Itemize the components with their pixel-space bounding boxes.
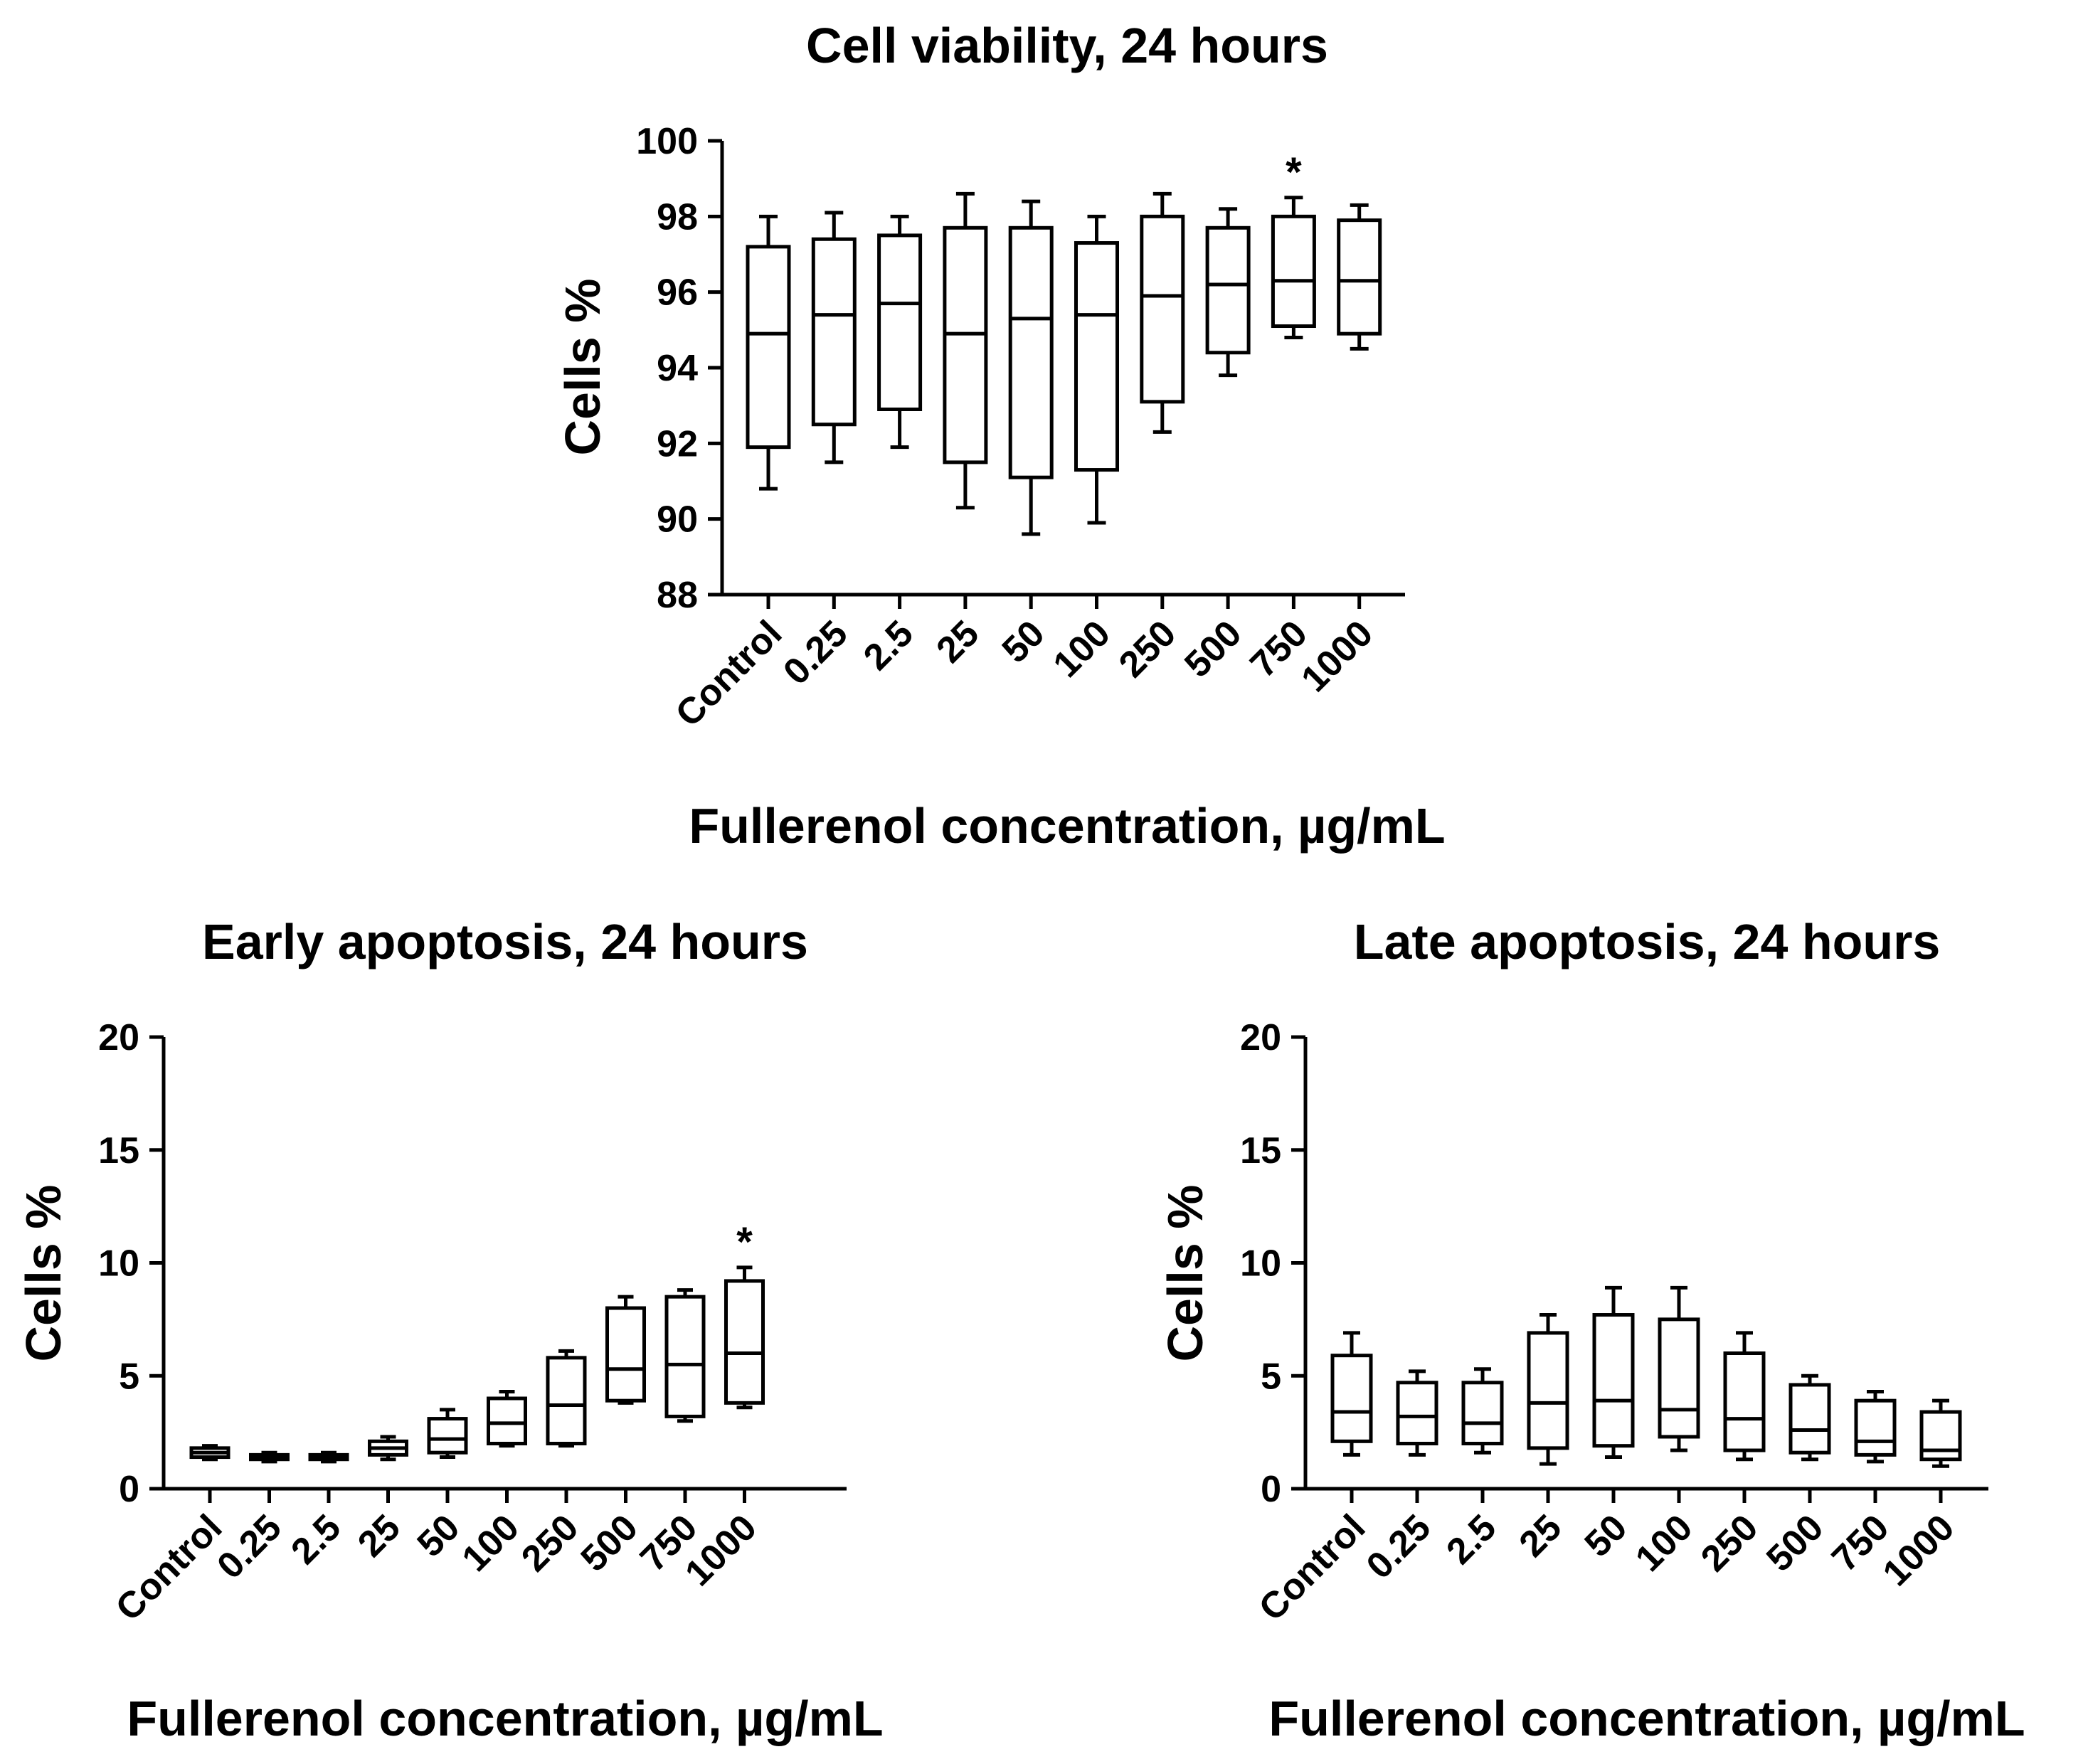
x-tick-label: 250 <box>514 1507 586 1579</box>
y-tick-label: 98 <box>657 196 698 238</box>
significance-marker: * <box>1286 149 1302 196</box>
box-iqr <box>1723 1351 1766 1452</box>
y-tick-label: 10 <box>98 1243 139 1285</box>
box-iqr <box>487 1396 527 1445</box>
panel-cell-viability: Cell viability, 24 hours Cells % Fullere… <box>555 18 1446 854</box>
x-tick-label: 100 <box>1628 1507 1700 1579</box>
y-axis-label: Cells % <box>1157 1185 1213 1362</box>
y-tick-label: 100 <box>636 121 698 162</box>
significance-marker: * <box>736 1219 753 1265</box>
box-iqr <box>746 245 791 450</box>
box-iqr <box>1592 1313 1635 1448</box>
box-iqr <box>546 1356 587 1445</box>
chart-title: Late apoptosis, 24 hours <box>1354 914 1941 969</box>
x-tick-label: 2.5 <box>283 1507 349 1572</box>
box-iqr <box>877 233 923 411</box>
y-tick-label: 94 <box>657 348 698 389</box>
box-iqr <box>664 1295 706 1418</box>
y-tick-label: 5 <box>1261 1356 1281 1397</box>
y-tick-label: 88 <box>657 575 698 616</box>
y-tick-label: 96 <box>657 272 698 314</box>
x-tick-label: 2.5 <box>856 612 921 678</box>
y-axis-label: Cells % <box>555 279 610 456</box>
y-axis-label: Cells % <box>16 1185 71 1362</box>
y-tick-label: 20 <box>98 1017 139 1058</box>
x-tick-label: 50 <box>1577 1507 1636 1565</box>
x-tick-label: Control <box>668 612 790 735</box>
box-iqr <box>1461 1381 1504 1446</box>
box-iqr <box>1854 1398 1897 1457</box>
x-axis-label: Fullerenol concentration, µg/mL <box>127 1691 883 1746</box>
panel-early-apoptosis: Early apoptosis, 24 hours Cells % Fuller… <box>16 914 884 1746</box>
panel-late-apoptosis: Late apoptosis, 24 hours Cells % Fullere… <box>1157 914 2025 1746</box>
y-tick-label: 92 <box>657 423 698 464</box>
box-iqr <box>724 1279 765 1405</box>
box-iqr <box>1074 241 1119 472</box>
y-tick-label: 15 <box>98 1130 139 1171</box>
x-tick-label: 25 <box>350 1507 408 1565</box>
box-iqr <box>1205 225 1251 355</box>
box-iqr <box>605 1306 646 1403</box>
box-iqr <box>427 1417 468 1455</box>
box-iqr <box>811 237 857 427</box>
box-iqr <box>1788 1383 1831 1455</box>
x-tick-label: 500 <box>573 1507 646 1579</box>
x-tick-label: 1000 <box>1875 1507 1963 1594</box>
chart-title: Cell viability, 24 hours <box>806 18 1328 73</box>
x-tick-label: 250 <box>1693 1507 1766 1579</box>
y-tick-label: 5 <box>119 1356 139 1397</box>
box-iqr <box>1140 214 1185 404</box>
x-tick-label: 25 <box>1512 1507 1570 1565</box>
box-iqr <box>1337 218 1382 336</box>
x-axis-label: Fullerenol concentration, µg/mL <box>1268 1691 2025 1746</box>
box-iqr <box>1658 1317 1700 1439</box>
x-tick-label: 500 <box>1177 612 1249 685</box>
y-tick-label: 90 <box>657 499 698 541</box>
y-tick-label: 20 <box>1240 1017 1281 1058</box>
x-tick-label: 0.25 <box>209 1507 290 1587</box>
x-tick-label: Control <box>108 1507 230 1629</box>
x-tick-label: 25 <box>928 612 987 671</box>
box-iqr <box>1008 225 1054 479</box>
x-axis-label: Fullerenol concentration, µg/mL <box>689 798 1445 854</box>
x-tick-label: 250 <box>1111 612 1184 685</box>
box-iqr <box>1396 1381 1438 1446</box>
x-tick-label: 50 <box>995 612 1053 671</box>
y-tick-label: 0 <box>119 1469 139 1510</box>
x-tick-label: Control <box>1251 1507 1374 1629</box>
chart-title: Early apoptosis, 24 hours <box>202 914 808 969</box>
box-iqr <box>1527 1331 1569 1450</box>
x-tick-label: 500 <box>1759 1507 1831 1579</box>
box-iqr <box>1919 1410 1962 1462</box>
box-iqr <box>1271 214 1316 329</box>
x-tick-label: 0.25 <box>1359 1507 1439 1587</box>
x-tick-label: 50 <box>410 1507 468 1565</box>
y-tick-label: 15 <box>1240 1130 1281 1171</box>
x-tick-label: 100 <box>455 1507 527 1579</box>
y-tick-label: 10 <box>1240 1243 1281 1285</box>
y-tick-label: 0 <box>1261 1469 1281 1510</box>
x-tick-label: 100 <box>1046 612 1118 685</box>
box-iqr <box>943 225 988 464</box>
x-tick-label: 2.5 <box>1438 1507 1504 1572</box>
x-tick-label: 0.25 <box>775 612 856 693</box>
x-tick-label: 1000 <box>1293 612 1381 700</box>
box-iqr <box>1330 1354 1373 1443</box>
